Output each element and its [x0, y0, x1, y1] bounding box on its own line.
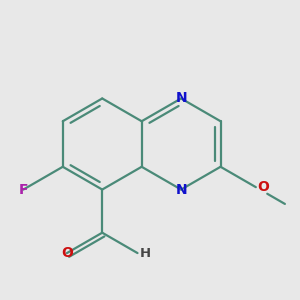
Text: O: O [61, 246, 73, 260]
Text: N: N [175, 182, 187, 197]
Text: H: H [140, 247, 151, 260]
Text: O: O [257, 180, 269, 194]
Text: N: N [175, 92, 187, 106]
Text: F: F [19, 182, 28, 197]
